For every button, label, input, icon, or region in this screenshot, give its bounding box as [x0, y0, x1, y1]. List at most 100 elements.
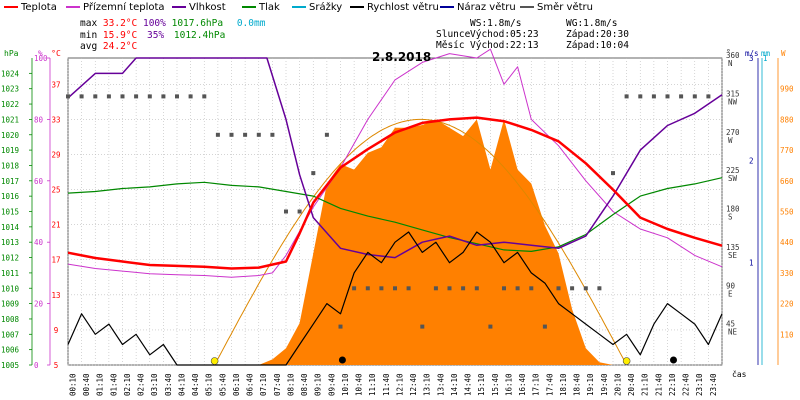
- series-ground-temperature: [67, 48, 723, 278]
- stat-avg-label: avg: [80, 41, 98, 52]
- direction-label: N: [728, 59, 733, 68]
- wind-direction-point: [215, 132, 220, 137]
- pressure-tick-label: 1024: [1, 69, 20, 78]
- pressure-tick-label: 1016: [1, 192, 20, 201]
- direction-tick-label: 270: [726, 128, 740, 137]
- x-tick-label: 17:10: [532, 373, 541, 396]
- pressure-tick-label: 1018: [1, 161, 20, 170]
- wind-direction-point: [120, 94, 125, 99]
- stat-max-hum: 100%: [142, 18, 166, 29]
- x-tick-label: 19:10: [586, 373, 595, 396]
- wind-direction-point: [624, 94, 629, 99]
- wind-direction-point: [461, 286, 466, 291]
- x-tick-label: 23:10: [695, 373, 704, 396]
- pressure-tick-label: 1013: [1, 238, 19, 247]
- temperature-tick-label: 17: [51, 256, 60, 265]
- wind-direction-point: [161, 94, 166, 99]
- wind-direction-point: [79, 94, 84, 99]
- x-tick-label: 20:40: [627, 373, 636, 396]
- moonset-marker: [338, 356, 346, 364]
- sunset-marker: [622, 357, 631, 365]
- solar-tick-label: 770: [780, 146, 794, 155]
- solar-tick-label: 220: [780, 300, 794, 309]
- x-tick-label: 07:40: [273, 373, 282, 396]
- legend-item-wind-speed: Rychlost větru: [350, 2, 439, 13]
- series-humidity: [67, 57, 723, 259]
- x-tick-label: 04:10: [178, 373, 187, 396]
- pressure-tick-label: 1022: [1, 100, 19, 109]
- astro-sun-label: Slunce: [436, 29, 471, 40]
- astro-wg: WG:1.8m/s: [566, 18, 618, 29]
- x-tick-label: 13:40: [436, 373, 445, 396]
- x-tick-label: 08:40: [300, 373, 309, 396]
- rain-axis-unit: mm: [761, 49, 771, 58]
- solar-tick-label: 330: [780, 269, 794, 278]
- x-tick-label: 02:10: [123, 373, 132, 396]
- x-tick-label: 14:40: [464, 373, 473, 396]
- legend-item-ground-temperature: Přízemní teplota: [66, 2, 165, 13]
- wind-direction-point: [556, 286, 561, 291]
- legend-item-wind-gust: Náraz větru: [440, 2, 516, 13]
- direction-label: E: [728, 289, 733, 298]
- x-tick-label: 11:40: [382, 373, 391, 396]
- humidity-tick-label: 20: [34, 300, 44, 309]
- x-tick-label: 10:40: [355, 373, 364, 396]
- moonrise-marker: [669, 356, 677, 364]
- humidity-tick-label: 100: [34, 54, 48, 63]
- x-tick-label: 11:10: [368, 373, 377, 396]
- stat-min-temp: 15.9°C: [102, 30, 138, 41]
- direction-tick-label: 135: [726, 243, 740, 252]
- wind-direction-point: [529, 286, 534, 291]
- wind-direction-point: [692, 94, 697, 99]
- sun-curve: [214, 118, 627, 366]
- wind-direction-point: [447, 286, 452, 291]
- direction-axis-unit: °: [726, 48, 731, 57]
- stat-min-press: 1012.4hPa: [173, 30, 226, 41]
- sunrise-marker: [210, 357, 219, 365]
- solar-tick-label: 880: [780, 115, 794, 124]
- series-pressure: [67, 177, 723, 252]
- wind-direction-point: [679, 94, 684, 99]
- stat-max-label: max: [80, 18, 98, 29]
- astro-moon-label: Měsíc: [436, 40, 465, 51]
- astro-moon-set: Západ:10:04: [566, 40, 629, 51]
- x-tick-label: 15:10: [477, 373, 486, 396]
- wind-direction-point: [433, 286, 438, 291]
- solar-tick-label: 550: [780, 208, 794, 217]
- wind-direction-point: [393, 286, 397, 291]
- x-tick-label: 06:10: [232, 373, 241, 396]
- wind-direction-point: [502, 286, 506, 291]
- x-tick-label: 00:10: [69, 373, 78, 396]
- wind-direction-point: [324, 132, 329, 137]
- wind-direction-point: [365, 286, 370, 291]
- x-tick-label: 04:40: [191, 373, 200, 396]
- direction-label: W: [728, 136, 733, 145]
- legend-item-pressure: Tlak: [242, 2, 280, 13]
- wind-direction-point: [297, 209, 302, 214]
- wind-direction-point: [284, 209, 288, 214]
- stat-avg-temp: 24.2°C: [102, 41, 138, 52]
- direction-tick-label: 45: [726, 320, 735, 329]
- wind-direction-point: [352, 286, 357, 291]
- direction-label: SW: [728, 174, 738, 183]
- astro-moon-rise: Východ:22:13: [470, 40, 539, 51]
- legend-item-humidity: Vlhkost: [172, 2, 226, 13]
- wind-direction-point: [406, 286, 411, 291]
- direction-tick-label: 225: [726, 166, 740, 175]
- stat-max-press: 1017.6hPa: [171, 18, 224, 29]
- pressure-tick-label: 1012: [1, 254, 19, 263]
- wind-direction-point: [202, 94, 207, 99]
- temperature-tick-label: 25: [51, 186, 60, 195]
- humidity-axis-unit: %: [38, 49, 43, 58]
- stat-max-rain: 0.0mm: [236, 18, 266, 29]
- stat-min-hum: 35%: [146, 30, 165, 41]
- stat-min-label: min: [80, 30, 98, 41]
- x-tick-label: 20:10: [614, 373, 623, 396]
- direction-tick-label: 315: [726, 89, 740, 98]
- direction-tick-label: 90: [726, 281, 736, 290]
- pressure-tick-label: 1007: [1, 330, 19, 339]
- humidity-tick-label: 40: [34, 238, 44, 247]
- direction-label: SE: [728, 251, 738, 260]
- wind-direction-point: [311, 171, 316, 176]
- wind-direction-point: [583, 286, 588, 291]
